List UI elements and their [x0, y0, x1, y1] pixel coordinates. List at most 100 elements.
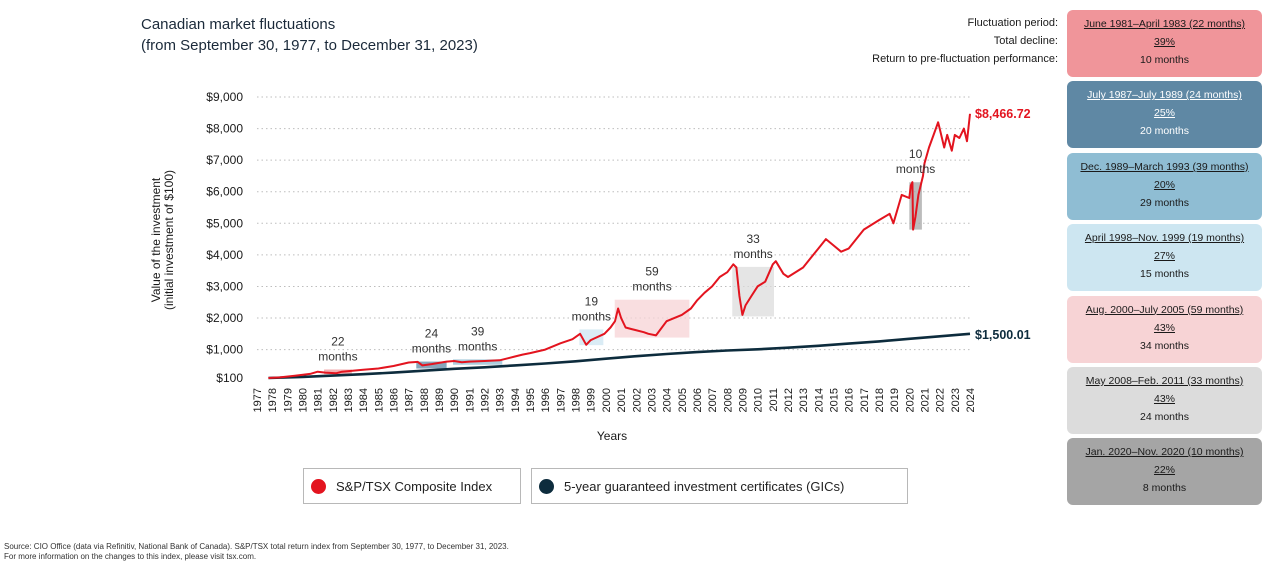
source-note: Source: CIO Office (data via Refinitiv, …: [4, 542, 509, 561]
x-tick-label: 1990: [449, 388, 461, 412]
fluctuation-box: Dec. 1989–March 1993 (39 months) 20% 29 mo…: [1067, 152, 1262, 220]
x-tick-label: 2013: [798, 388, 810, 412]
series-end-labels: $8,466.72 $1,500.01: [975, 107, 1031, 342]
fluctuation-box-return: 29 months: [1139, 196, 1190, 209]
y-tick-label: $8,000: [206, 122, 243, 136]
fluctuation-label: months: [318, 349, 357, 363]
fluctuation-box-period: July 1987–July 1989 (24 months): [1087, 89, 1242, 102]
x-tick-label: 2012: [783, 388, 795, 412]
x-axis-label: Years: [597, 429, 627, 443]
y-tick-label: $3,000: [206, 279, 243, 293]
chart-title-line1: Canadian market fluctuations: [141, 16, 336, 33]
source-line2: For more information on the changes to t…: [4, 551, 257, 561]
fluctuation-box-period: Aug. 2000–July 2005 (59 months): [1085, 303, 1244, 316]
y-tick-label: $2,000: [206, 311, 243, 325]
fluctuation-box-period: April 1998–Nov. 1999 (19 months): [1084, 232, 1245, 245]
x-tick-label: 1981: [313, 388, 325, 412]
y-tick-label: $100: [216, 371, 243, 385]
fluctuation-boxes: June 1981–April 1983 (22 months) 39% 10 mo…: [1067, 10, 1262, 510]
x-tick-label: 2022: [935, 388, 947, 412]
y-axis-label: Value of the investment: [149, 177, 163, 302]
y-axis-label-sub: (initial investment of $100): [162, 170, 176, 310]
x-tick-label: 1996: [540, 388, 552, 412]
fluctuation-header-labels: Fluctuation period: Total decline: Retur…: [872, 14, 1058, 68]
fluctuation-box: June 1981–April 1983 (22 months) 39% 10 mo…: [1067, 10, 1262, 77]
fluctuation-box-decline: 43%: [1153, 392, 1175, 405]
x-tick-label: 1992: [480, 388, 492, 412]
fluctuation-label: months: [896, 162, 935, 176]
x-tick-label: 2021: [919, 388, 931, 412]
x-tick-label: 2019: [889, 388, 901, 412]
legend-dot-tsx: [311, 478, 326, 494]
fluctuation-box-decline: 27%: [1153, 250, 1175, 263]
legend-label-tsx: S&P/TSX Composite Index: [336, 478, 493, 494]
x-tick-label: 1977: [252, 388, 264, 412]
fluctuation-box-return: 34 months: [1139, 339, 1190, 352]
header-return-label: Return to pre-fluctuation performance:: [872, 53, 1058, 65]
x-tick-label: 2004: [662, 388, 674, 412]
legend-item-tsx: S&P/TSX Composite Index: [303, 468, 521, 504]
fluctuation-label: months: [733, 247, 772, 261]
x-tick-label: 2002: [631, 388, 643, 412]
y-axis-tick-labels: $100 $1,000 $2,000 $3,000 $4,000 $5,000 $6,000…: [206, 90, 243, 385]
x-tick-label: 1980: [298, 388, 310, 412]
fluctuation-box: May 2008–Feb. 2011 (33 months) 43% 24 mont…: [1067, 366, 1262, 434]
x-tick-label: 2018: [874, 388, 886, 412]
x-tick-label: 1984: [358, 388, 370, 412]
fluctuation-box-return: 10 months: [1139, 54, 1190, 66]
chart-title: Canadian market fluctuations (from Septe…: [141, 14, 478, 56]
gridlines: [257, 96, 970, 351]
y-tick-label: $5,000: [206, 216, 243, 230]
legend-item-gic: 5-year guaranteed investment certificate…: [531, 468, 908, 504]
legend-dot-gic: [539, 478, 554, 494]
x-tick-label: 1986: [389, 388, 401, 412]
x-tick-label: 2007: [707, 388, 719, 412]
fluctuation-label: 19: [585, 294, 599, 308]
x-tick-label: 1979: [282, 388, 294, 412]
x-tick-label: 1993: [495, 388, 507, 412]
tsx-line: [268, 113, 971, 379]
fluctuation-labels: 22months24months39months19months59months…: [318, 147, 935, 363]
tsx-end-label: $8,466.72: [975, 107, 1031, 121]
x-axis-tick-labels: 1977 1978 1979 1980 1981 1982 1983 1984 1985 1986…: [252, 388, 977, 412]
fluctuation-box-decline: 43%: [1153, 321, 1175, 334]
legend-label-gic: 5-year guaranteed investment certificate…: [564, 478, 845, 494]
y-tick-label: $4,000: [206, 248, 243, 262]
fluctuation-label: 24: [425, 327, 439, 341]
x-tick-label: 1994: [510, 388, 522, 412]
x-tick-label: 1998: [571, 388, 583, 412]
fluctuation-label: months: [412, 342, 451, 356]
x-tick-label: 1982: [328, 388, 340, 412]
fluctuation-label: months: [632, 280, 671, 294]
x-tick-label: 2023: [950, 388, 962, 412]
fluctuation-label: months: [572, 309, 611, 323]
fluctuation-label: 33: [746, 232, 760, 246]
series-lines: [268, 113, 971, 380]
fluctuation-box-return: 15 months: [1139, 268, 1190, 281]
x-tick-label: 1997: [555, 388, 567, 412]
fluctuation-box-decline: 22%: [1153, 464, 1175, 477]
x-tick-label: 1999: [586, 388, 598, 412]
fluctuation-label: months: [458, 339, 497, 353]
x-tick-label: 2006: [692, 388, 704, 412]
header-decline-label: Total decline:: [993, 35, 1058, 47]
fluctuation-box-return: 24 months: [1139, 410, 1190, 423]
x-tick-label: 2024: [965, 388, 977, 412]
fluctuation-box: April 1998–Nov. 1999 (19 months) 27% 15 mo…: [1067, 224, 1262, 292]
gic-line: [268, 332, 971, 380]
x-tick-label: 1978: [267, 388, 279, 412]
fluctuation-box-period: May 2008–Feb. 2011 (33 months): [1085, 374, 1244, 387]
fluctuation-label: 39: [471, 324, 485, 338]
fluctuation-label: 59: [645, 265, 659, 279]
fluctuation-box: Aug. 2000–July 2005 (59 months) 43% 34 mon…: [1067, 295, 1262, 363]
x-tick-label: 2009: [737, 388, 749, 412]
header-period-label: Fluctuation period:: [967, 17, 1059, 29]
fluctuation-box-period: Dec. 1989–March 1993 (39 months): [1080, 160, 1249, 173]
fluctuation-label: 22: [331, 334, 345, 348]
fluctuation-box-decline: 39%: [1153, 36, 1175, 48]
x-tick-label: 1983: [343, 388, 355, 412]
x-tick-label: 1991: [464, 388, 476, 412]
chart: $100 $1,000 $2,000 $3,000 $4,000 $5,000 $6,000…: [149, 90, 1031, 443]
y-tick-label: $1,000: [206, 343, 243, 357]
x-tick-label: 2014: [813, 388, 825, 412]
